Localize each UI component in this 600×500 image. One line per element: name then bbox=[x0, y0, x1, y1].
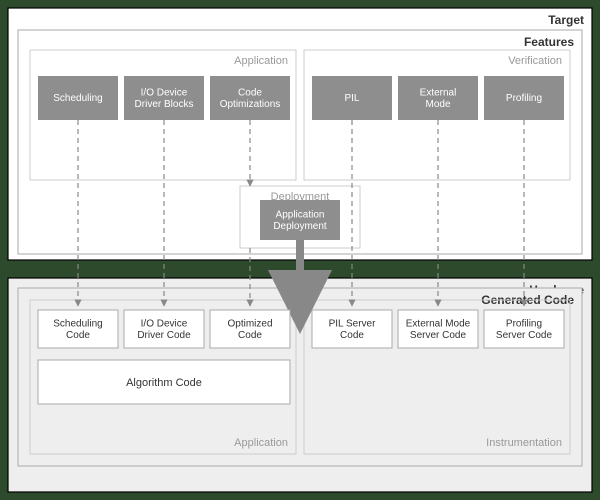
panel-title-target: Target bbox=[548, 13, 584, 27]
label-io-code: I/O DeviceDriver Code bbox=[137, 318, 191, 341]
label-io-blocks: I/O DeviceDriver Blocks bbox=[135, 87, 194, 110]
label-algo-code: Algorithm Code bbox=[126, 377, 202, 389]
label-scheduling: Scheduling bbox=[53, 93, 102, 104]
section-label-application_bottom: Application bbox=[234, 437, 288, 449]
label-ext-code: External ModeServer Code bbox=[406, 318, 471, 341]
label-app-deploy: ApplicationDeployment bbox=[273, 209, 327, 232]
diagram: TargetHardwareFeaturesGenerated CodeAppl… bbox=[0, 0, 600, 500]
panel-title-features: Features bbox=[524, 35, 574, 49]
section-label-verification: Verification bbox=[508, 55, 562, 67]
section-label-instrumentation: Instrumentation bbox=[486, 437, 562, 449]
label-pil: PIL bbox=[344, 93, 359, 104]
label-profiling: Profiling bbox=[506, 93, 542, 104]
section-label-application_top: Application bbox=[234, 55, 288, 67]
